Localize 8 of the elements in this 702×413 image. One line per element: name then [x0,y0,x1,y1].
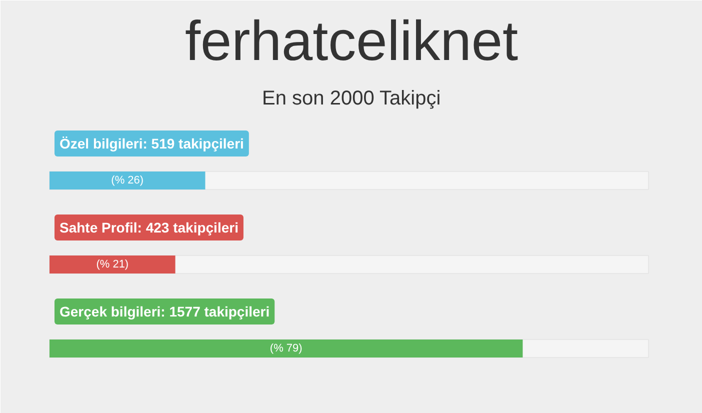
y-tick-label: Gerçek bilgileri: 1577 takipçileri [60,304,270,320]
y-tick-label: Özel bilgileri: 519 takipçileri [60,136,244,152]
y-tick-label: Sahte Profil: 423 takipçileri [60,220,238,236]
data-label: (% 21) [96,258,129,270]
data-label: (% 79) [270,342,302,354]
chart-title: ferhatceliknet [184,9,518,72]
chart-subtitle: En son 2000 Takipçi [262,88,441,110]
data-label: (% 26) [111,174,144,186]
